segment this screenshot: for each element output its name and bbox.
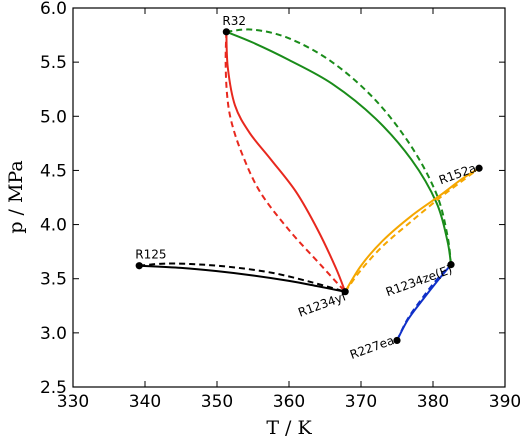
y-tick-label: 4.5 [40, 161, 67, 181]
series-line-5-dashed [226, 28, 452, 265]
y-tick-label: 3.5 [40, 270, 67, 290]
x-tick-label: 370 [345, 392, 377, 412]
series-line-0-solid [139, 264, 346, 293]
series-line-6-solid [344, 167, 480, 293]
y-tick-label: 4.0 [40, 216, 67, 236]
point-label: R1234yf [296, 289, 349, 320]
x-tick-label: 390 [489, 392, 520, 412]
y-tick-label: 5.0 [40, 107, 67, 127]
x-tick-label: 340 [129, 392, 161, 412]
point-marker [447, 261, 455, 269]
point-marker [475, 164, 483, 172]
y-tick-label: 3.0 [40, 324, 67, 344]
point-label: R125 [135, 248, 166, 262]
series-line-2-solid [225, 31, 347, 293]
point-label: R32 [222, 14, 246, 28]
x-tick-label: 360 [273, 392, 305, 412]
series-line-1-dashed [139, 262, 346, 293]
y-tick-label: 5.5 [40, 53, 67, 73]
point-marker [135, 262, 143, 270]
y-tick-label: 2.5 [40, 378, 67, 398]
y-tick-label: 6.0 [40, 0, 67, 19]
series-line-3-dashed [224, 31, 346, 293]
x-axis-title: T / K [266, 417, 312, 439]
x-tick-label: 380 [417, 392, 449, 412]
series-line-7-dashed [344, 167, 480, 293]
x-tick-label: 330 [57, 392, 89, 412]
point-marker [222, 28, 230, 36]
series-layer [139, 28, 480, 341]
axis-ticks: 330 340 350 360 370 380 390 2.5 3.0 3.5 4.0 4.5 5.0 5… [40, 0, 520, 412]
point-label: R1234ze(E) [384, 262, 454, 299]
point-label: R227ea [348, 333, 396, 362]
point-marker [341, 288, 349, 296]
point-marker [393, 336, 401, 345]
series-line-4-solid [225, 30, 452, 265]
x-tick-label: 350 [201, 392, 233, 412]
y-axis-title: p / MPa [5, 160, 27, 233]
